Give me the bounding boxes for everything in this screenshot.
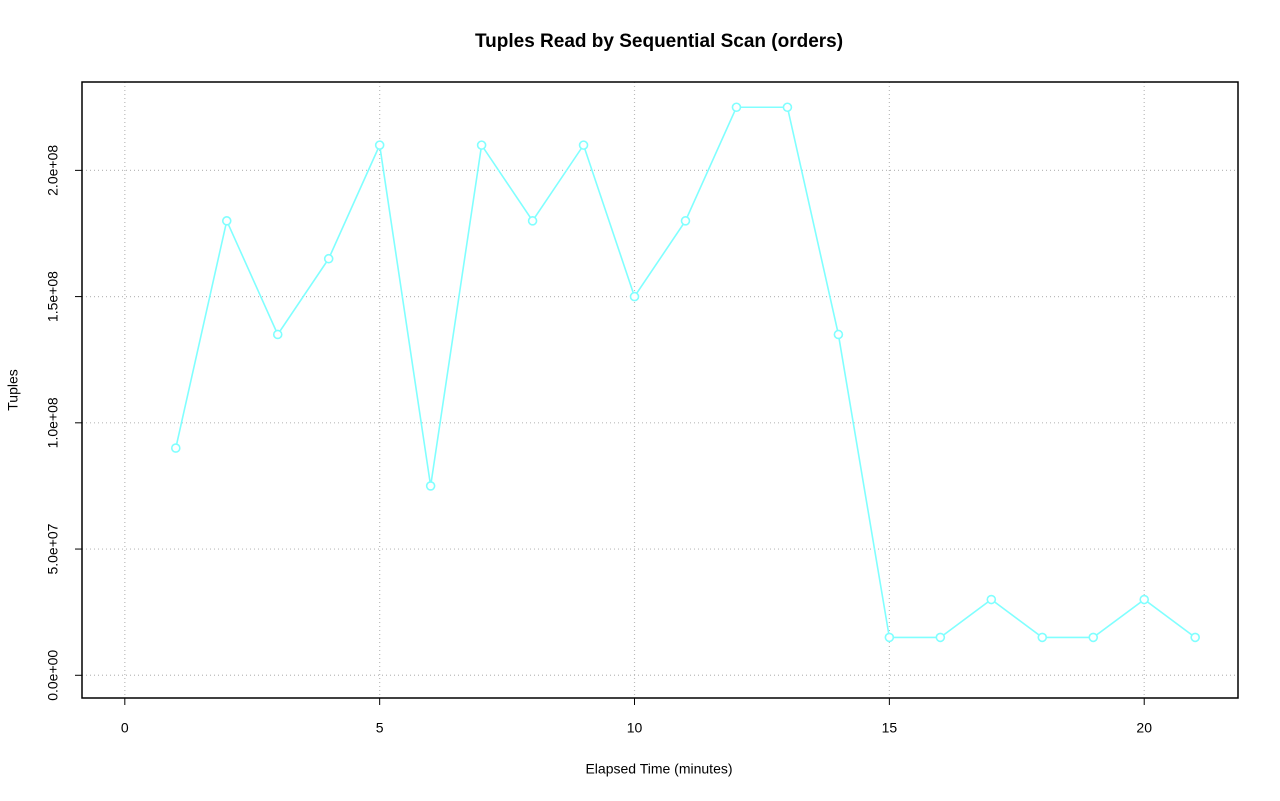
data-point	[578, 140, 589, 150]
data-point	[1037, 632, 1048, 643]
y-tick-label: 5.0e+07	[45, 523, 61, 574]
data-point	[323, 253, 334, 264]
data-point	[425, 481, 436, 491]
data-point	[374, 140, 385, 150]
data-point	[476, 140, 487, 150]
chart-title: Tuples Read by Sequential Scan (orders)	[475, 31, 843, 52]
data-point	[170, 443, 181, 453]
x-tick-label: 20	[1136, 720, 1152, 736]
data-point	[680, 216, 691, 226]
y-tick-label: 2.0e+08	[45, 145, 61, 196]
y-tick-label: 0.0e+00	[45, 650, 61, 701]
x-tick-label: 5	[376, 720, 384, 736]
x-axis-label: Elapsed Time (minutes)	[585, 761, 732, 777]
x-tick-label: 10	[627, 720, 643, 736]
data-point	[986, 594, 997, 605]
data-point	[221, 216, 232, 226]
data-point	[833, 329, 844, 340]
data-point	[731, 102, 742, 113]
y-tick-label: 1.5e+08	[45, 271, 61, 322]
data-point	[935, 632, 946, 643]
data-point	[1139, 594, 1150, 605]
data-point	[782, 102, 793, 113]
plot-frame	[81, 81, 1239, 699]
data-point	[1088, 632, 1099, 643]
y-tick-label: 1.0e+08	[45, 397, 61, 448]
data-point	[1190, 632, 1200, 643]
data-point	[527, 216, 538, 226]
data-point	[884, 632, 895, 643]
y-axis-label: Tuples	[5, 369, 21, 411]
x-tick-label: 15	[882, 720, 898, 736]
x-tick-label: 0	[121, 720, 129, 736]
data-point	[629, 291, 640, 302]
data-point	[272, 329, 283, 340]
